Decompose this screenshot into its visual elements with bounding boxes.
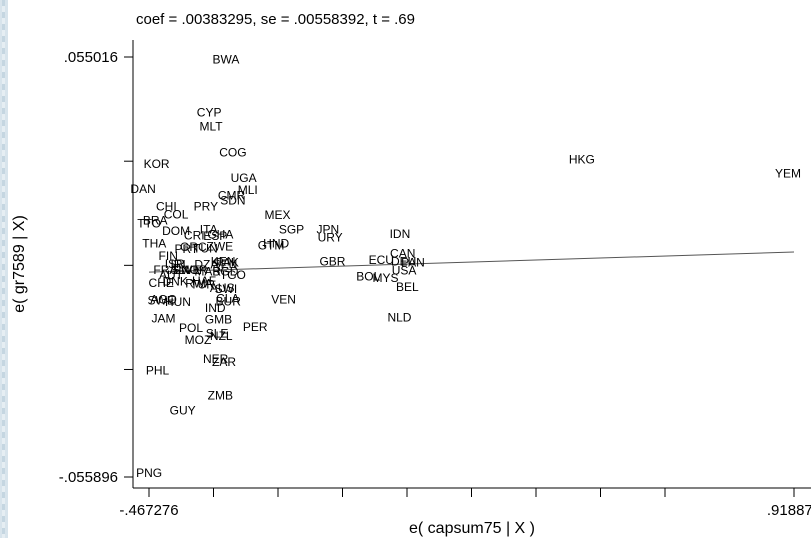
point-label-grc-29: GRC (180, 240, 207, 254)
point-label-guy-84: GUY (170, 404, 196, 418)
point-label-mar-53: MAR (194, 264, 221, 278)
point-label-ind-69: IND (205, 301, 226, 315)
point-label-bel-58: BEL (396, 280, 419, 294)
chart-title: coef = .00383295, se = .00558392, t = .6… (136, 11, 415, 28)
point-label-mex-15: MEX (265, 208, 291, 222)
point-label-usa-46: USA (392, 263, 417, 277)
point-label-moz-79: MOZ (185, 333, 212, 347)
point-label-ken-39: KEN (211, 255, 236, 269)
point-label-cog-3: COG (219, 145, 246, 159)
point-label-prt-28: PRT (174, 242, 198, 256)
point-label-cyp-1: CYP (197, 106, 222, 120)
point-label-tur-52: TUR (190, 277, 215, 291)
point-label-ner-80: NER (203, 352, 229, 366)
point-label-ecu-43: ECU (369, 253, 394, 267)
point-label-bol-56: BOL (356, 270, 380, 284)
point-label-bwa-0: BWA (212, 53, 239, 67)
y-tick-label-1: -.055896 (59, 469, 118, 486)
point-label-isr-36: ISR (165, 257, 185, 271)
x-axis-title: e( capsum75 | X ) (409, 520, 535, 537)
point-label-chi-13: CHI (156, 199, 177, 213)
point-label-deu-44: DEU (391, 255, 416, 269)
point-label-cri-19: CRI (184, 228, 205, 242)
fitted-line (148, 251, 795, 273)
point-label-uga-7: UGA (231, 171, 257, 185)
point-label-dom-18: DOM (162, 224, 190, 238)
point-label-png-85: PNG (136, 466, 162, 480)
point-label-tun-30: TUN (193, 241, 218, 255)
point-label-col-14: COL (164, 208, 189, 222)
point-label-ven-71: VEN (271, 292, 296, 306)
point-label-dan-9: DAN (130, 182, 155, 196)
point-label-ita-24: ITA (200, 223, 218, 237)
window-edge-strip (0, 0, 8, 538)
point-label-nor-51: NOR (181, 263, 208, 277)
point-label-mli-8: MLI (238, 183, 258, 197)
point-label-nld-74: NLD (387, 311, 411, 325)
point-label-kor-4: KOR (144, 157, 170, 171)
point-label-cmr-10: CMR (218, 188, 246, 202)
point-label-bur-70: BUR (216, 294, 242, 308)
y-tick-label-0: .055016 (64, 49, 118, 66)
point-label-haf-62: HAF (192, 274, 216, 288)
point-label-swe-50: SWE (173, 263, 200, 277)
point-label-aus-63: AUS (210, 281, 235, 295)
point-label-ago-66: AGO (150, 292, 177, 306)
point-label-sgp-20: SGP (279, 222, 304, 236)
point-label-hnd-33: HND (263, 236, 289, 250)
point-label-tto-16: TTO (137, 217, 161, 231)
point-label-swe-67: SWE (148, 294, 175, 308)
point-label-zwe-31: ZWE (207, 239, 234, 253)
point-label-gha-26: GHA (207, 228, 233, 242)
point-label-sen-41: SEN (213, 257, 238, 271)
point-label-jpn-21: JPN (316, 222, 339, 236)
y-axis-title: e( gr7589 | X) (11, 215, 28, 313)
point-label-gtm-32: GTM (258, 239, 285, 253)
point-label-rwa-61: RWA (185, 277, 212, 291)
point-label-hkg-5: HKG (569, 152, 595, 166)
point-label-gbr-42: GBR (319, 255, 345, 269)
point-label-che-59: CHE (149, 276, 174, 290)
x-tick-label-1: .918876 (767, 502, 811, 519)
point-label-pak-40: PAK (216, 255, 239, 269)
point-label-pol-75: POL (179, 321, 203, 335)
point-label-pan-45: PAN (401, 256, 425, 270)
point-label-fin-35: FIN (159, 249, 178, 263)
point-label-zmb-83: ZMB (208, 389, 233, 403)
point-label-mys-57: MYS (373, 271, 399, 285)
point-label-phl-82: PHL (146, 364, 170, 378)
point-label-mlt-2: MLT (199, 120, 223, 134)
point-label-nzl-78: NZL (210, 329, 233, 343)
point-label-can-34: CAN (390, 247, 415, 261)
point-label-cla-65: CLA (216, 291, 239, 305)
point-label-idn-23: IDN (390, 227, 411, 241)
point-label-tha-27: THA (142, 237, 166, 251)
point-label-per-76: PER (243, 320, 268, 334)
point-label-bgd-54: BGD (212, 264, 238, 278)
point-label-sle-77: SLE (206, 326, 229, 340)
point-label-jam-72: JAM (152, 311, 176, 325)
point-label-hun-68: HUN (165, 295, 191, 309)
point-label-fra-47: FRA (153, 263, 177, 277)
point-label-dza-38: DZA (194, 258, 218, 272)
point-label-yem-6: YEM (775, 167, 801, 181)
x-tick-label-0: -.467276 (119, 502, 178, 519)
point-label-bra-17: BRA (143, 214, 168, 228)
point-label-slv-49: SLV (170, 263, 192, 277)
point-label-tgo-55: TGO (220, 268, 246, 282)
point-label-pry-12: PRY (194, 200, 218, 214)
point-label-swi-64: SWI (215, 282, 238, 296)
point-label-irl-37: IRL (170, 258, 189, 272)
point-label-dnk-60: DNK (163, 275, 188, 289)
point-label-ury-22: URY (318, 231, 343, 245)
point-label-sdn-11: SDN (220, 194, 245, 208)
point-label-aut-48: AUT (159, 268, 184, 282)
point-label-esp-25: ESP (203, 229, 227, 243)
point-label-gmb-73: GMB (205, 312, 232, 326)
point-label-zar-81: ZAR (212, 355, 236, 369)
